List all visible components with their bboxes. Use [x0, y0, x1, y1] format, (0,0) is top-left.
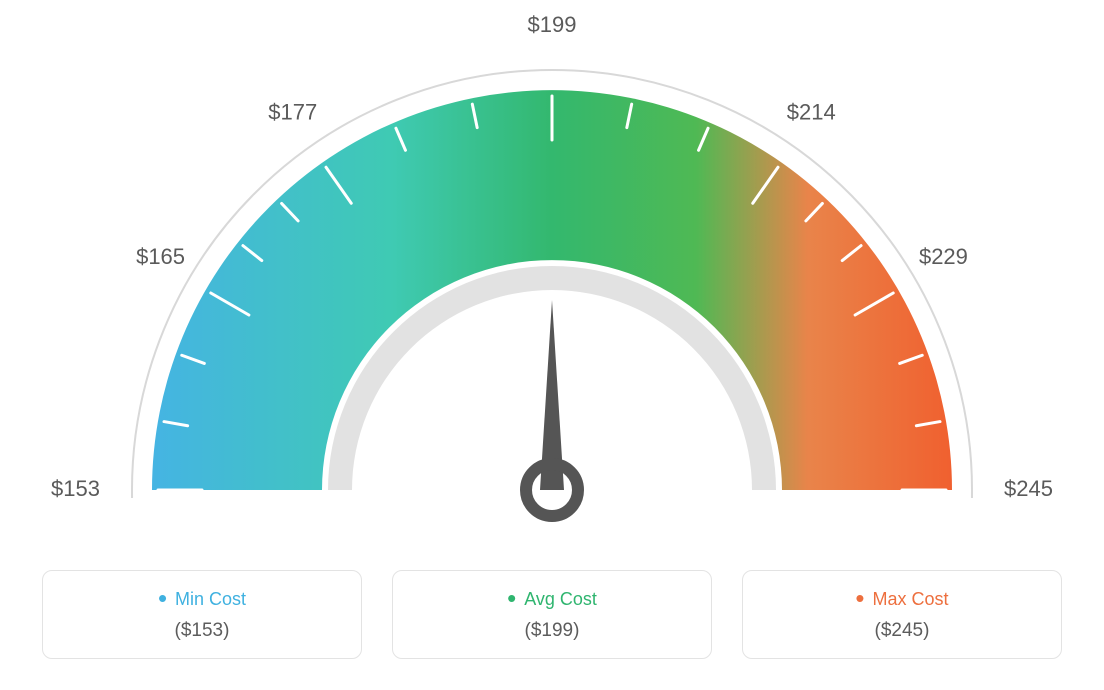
legend-value-avg: ($199) — [403, 620, 701, 642]
legend-label-avg: Avg Cost — [403, 589, 701, 610]
legend-card-max: Max Cost ($245) — [742, 570, 1062, 659]
legend-row: Min Cost ($153) Avg Cost ($199) Max Cost… — [0, 570, 1104, 659]
gauge-container: $153 $165 $177 $199 $214 $229 $245 — [0, 0, 1104, 560]
gauge-chart: $153 $165 $177 $199 $214 $229 $245 — [0, 0, 1104, 560]
gauge-tick-label: $165 — [136, 244, 185, 269]
gauge-tick-label: $214 — [787, 100, 836, 125]
gauge-tick-label: $199 — [528, 12, 577, 37]
legend-label-min: Min Cost — [53, 589, 351, 610]
legend-card-avg: Avg Cost ($199) — [392, 570, 712, 659]
gauge-tick-label: $177 — [268, 100, 317, 125]
legend-value-max: ($245) — [753, 620, 1051, 642]
gauge-tick-label: $153 — [51, 476, 100, 501]
legend-card-min: Min Cost ($153) — [42, 570, 362, 659]
gauge-tick-label: $229 — [919, 244, 968, 269]
legend-value-min: ($153) — [53, 620, 351, 642]
gauge-tick-label: $245 — [1004, 476, 1053, 501]
legend-label-max: Max Cost — [753, 589, 1051, 610]
